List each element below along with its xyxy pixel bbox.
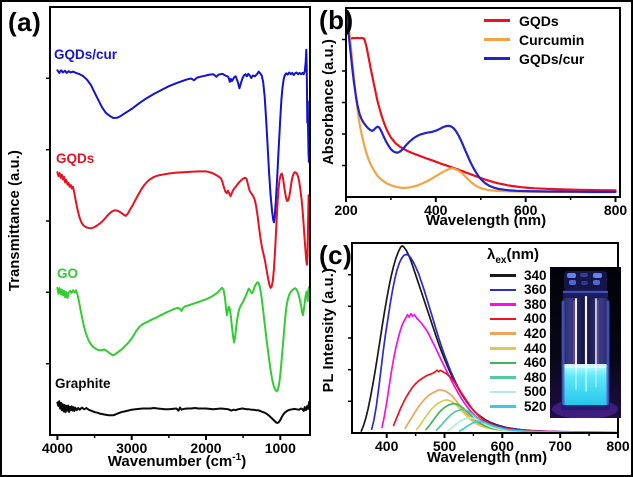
curve-label-graphite: Graphite <box>55 376 111 391</box>
uv-vial-photo-inset <box>550 267 621 418</box>
x-tick-label: 400 <box>424 202 448 218</box>
x-tick-label: 1000 <box>265 440 296 456</box>
curve-label-gqds: GQDs <box>56 151 95 166</box>
x-tick-label: 4000 <box>42 440 73 456</box>
legend-color-line <box>490 288 516 292</box>
legend-color-line <box>490 274 516 277</box>
legend-item-440: 440 <box>490 341 547 356</box>
legend-item-340: 340 <box>490 268 547 283</box>
x-tick-label: 800 <box>606 438 630 454</box>
legend-color-line <box>490 376 516 379</box>
x-tick-label: 400 <box>375 438 399 454</box>
x-tick-label: 500 <box>433 438 457 454</box>
panel-a-x-axis-label-text: Wavenumber (cm <box>107 453 233 470</box>
legend-item-500: 500 <box>490 385 547 400</box>
series-Curcumin <box>344 12 617 194</box>
x-tick-label: 3000 <box>116 440 147 456</box>
legend-item-Curcumin: Curcumin <box>484 30 584 49</box>
legend-color-line <box>484 57 510 60</box>
legend-color-line <box>490 361 516 365</box>
legend-color-line <box>484 19 510 22</box>
series-GQDs <box>56 170 310 289</box>
legend-item-420: 420 <box>490 326 547 341</box>
panel-c-legend-title: λex(nm) <box>487 246 539 266</box>
lambda-subscript: ex <box>495 255 507 266</box>
legend-item-360: 360 <box>490 283 547 298</box>
series-GQDs <box>344 20 617 192</box>
curve-label-gqds-cur: GQDs/cur <box>54 47 118 62</box>
vial-neck-highlight <box>563 291 608 293</box>
legend-color-line <box>490 303 516 306</box>
vial-bottom <box>561 405 610 410</box>
lamp-reflection-streaks <box>573 295 599 392</box>
legend-label: 440 <box>524 340 547 356</box>
legend-label: 380 <box>524 296 547 312</box>
panel-c-y-axis-label: PL Intensity (a.u.) <box>321 268 337 393</box>
legend-label: 460 <box>524 355 547 371</box>
legend-label: GQDs <box>519 12 559 29</box>
panel-a-y-axis-label: Transmittance (a.u.) <box>7 150 23 291</box>
legend-item-GQDs: GQDs <box>484 11 584 30</box>
series-GQDs/cur <box>344 10 617 193</box>
x-tick-label: 200 <box>334 202 358 218</box>
panel-b-y-axis-label: Absorbance (a.u.) <box>321 39 337 165</box>
x-tick-label: 2000 <box>190 440 221 456</box>
x-tick-label: 800 <box>604 202 628 218</box>
curve-label-go: GO <box>57 266 79 281</box>
series-Graphite <box>56 400 311 424</box>
legend-item-520: 520 <box>490 399 547 414</box>
legend-item-400: 400 <box>490 312 547 327</box>
legend-color-line <box>490 405 516 408</box>
legend-color-line <box>490 347 516 350</box>
legend-label: 520 <box>524 398 547 414</box>
legend-color-line <box>490 390 516 394</box>
panel-c-label: (c) <box>319 240 353 270</box>
legend-label: 340 <box>524 267 547 283</box>
legend-item-480: 480 <box>490 370 547 385</box>
x-tick-label: 700 <box>549 438 573 454</box>
panel-c-legend: 340 360 380 400 420 440 460 480 500 520 <box>490 268 547 414</box>
lambda-symbol: λ <box>487 246 496 263</box>
legend-color-line <box>484 38 510 41</box>
legend-label: 400 <box>524 311 547 327</box>
legend-color-line <box>490 317 516 321</box>
vial-glass-edge-left <box>562 301 565 405</box>
vial-glass-edge-right <box>606 301 609 405</box>
legend-item-380: 380 <box>490 297 547 312</box>
x-tick-label: 600 <box>514 202 538 218</box>
panel-b-x-axis-label: Wavelength (nm) <box>425 212 547 229</box>
legend-label: 360 <box>524 282 547 298</box>
x-tick-label: 600 <box>491 438 515 454</box>
panel-a-x-axis-label-sup: -1 <box>232 452 242 463</box>
vial-cap-ridges <box>567 273 602 285</box>
legend-label: GQDs/cur <box>519 50 585 67</box>
panel-c-x-axis-label: Wavelength (nm) <box>426 449 548 466</box>
panel-a-x-axis-label: Wavenumber (cm-1) <box>67 452 287 470</box>
legend-label: 500 <box>524 384 547 400</box>
legend-item-GQDs/cur: GQDs/cur <box>484 49 584 68</box>
panel-b-legend: GQDs Curcumin GQDs/cur <box>484 11 584 68</box>
series-400 <box>392 369 619 434</box>
legend-title-units: (nm) <box>506 246 539 263</box>
panel-a-x-axis-label-close: ) <box>241 453 247 470</box>
legend-color-line <box>490 332 516 335</box>
panel-b-label: (b) <box>319 5 354 35</box>
legend-label: 420 <box>524 325 547 341</box>
panel-a-label: (a) <box>8 7 42 37</box>
legend-label: 480 <box>524 369 547 385</box>
legend-label: Curcumin <box>519 31 585 48</box>
series-GO <box>56 281 310 393</box>
legend-item-460: 460 <box>490 356 547 371</box>
series-GQDs/cur <box>56 48 310 224</box>
series-520 <box>458 420 619 434</box>
